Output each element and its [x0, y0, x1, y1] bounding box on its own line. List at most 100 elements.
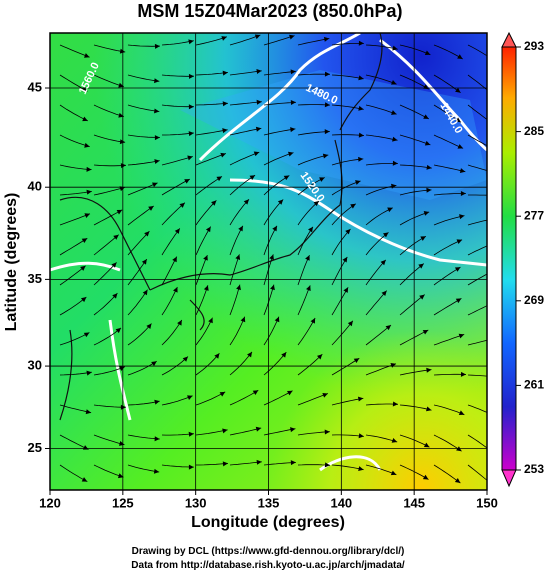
streamline — [127, 205, 154, 226]
stream-arrow — [120, 163, 126, 169]
stream-arrow — [290, 100, 296, 106]
streamline — [195, 429, 228, 436]
stream-arrow — [426, 367, 432, 373]
streamline — [229, 284, 241, 316]
stream-arrow — [270, 284, 275, 291]
stream-arrow — [188, 131, 194, 137]
stream-arrow — [188, 73, 194, 79]
stream-arrow — [488, 90, 495, 97]
streamline — [59, 74, 88, 92]
streamline — [263, 316, 280, 346]
streamline — [365, 232, 389, 256]
stream-arrow — [173, 287, 178, 293]
streamline — [263, 462, 296, 466]
streamline — [195, 129, 228, 136]
stream-arrow — [253, 151, 260, 157]
streamline — [331, 158, 364, 166]
stream-arrow — [455, 117, 461, 123]
stream-arrow — [269, 254, 274, 260]
stream-arrow — [211, 200, 217, 206]
streamline — [195, 102, 228, 106]
x-tick-label: 130 — [185, 495, 207, 510]
stream-arrow — [208, 317, 213, 324]
stream-arrow — [118, 112, 124, 118]
stream-arrow — [391, 438, 398, 443]
stream-arrow — [358, 40, 364, 46]
streamline — [161, 464, 194, 468]
streamline — [467, 44, 487, 57]
stream-arrow — [85, 409, 92, 415]
streamline — [399, 434, 430, 448]
streamline — [399, 164, 432, 169]
stream-arrow — [221, 36, 227, 41]
stream-arrow — [112, 293, 118, 299]
streamline — [433, 193, 466, 196]
streamline — [433, 134, 464, 149]
streamline — [127, 44, 161, 47]
stream-arrow — [392, 160, 398, 166]
streamline — [297, 317, 316, 346]
streamline — [59, 404, 92, 414]
stream-arrow — [392, 136, 398, 142]
colorbar-extend-top — [501, 31, 517, 48]
streamline — [93, 262, 117, 286]
stream-arrow — [281, 352, 287, 358]
streamline — [195, 353, 220, 376]
streamline — [433, 164, 466, 173]
streamline — [93, 164, 127, 167]
streamline — [399, 74, 429, 90]
streamline — [297, 104, 331, 106]
streamline — [263, 284, 275, 316]
stream-arrow — [426, 406, 432, 412]
plot-frame — [49, 32, 488, 491]
stream-arrow — [358, 156, 364, 162]
stream-arrow — [249, 175, 256, 180]
stream-arrow — [390, 362, 396, 368]
y-tick-label: 40 — [28, 179, 42, 194]
streamline — [93, 292, 118, 316]
stream-arrow — [220, 152, 226, 158]
stream-arrow — [350, 203, 356, 209]
stream-arrow — [390, 470, 397, 476]
stream-arrow — [154, 135, 160, 141]
streamline — [229, 461, 262, 466]
stream-arrow — [142, 289, 148, 296]
streamline — [229, 427, 262, 436]
stream-arrow — [459, 168, 466, 174]
stream-arrow — [347, 320, 353, 327]
stream-arrow — [254, 34, 261, 40]
stream-arrow — [457, 54, 463, 59]
streamline — [297, 38, 330, 46]
credit: Data from http://database.rish.kyoto-u.a… — [131, 560, 405, 571]
streamline — [229, 389, 259, 406]
streamline — [467, 164, 487, 171]
streamline — [297, 393, 329, 406]
streamline — [127, 434, 160, 440]
streamline — [195, 226, 212, 256]
colorbar-ticks: 253 261 269 277 285 293 — [516, 39, 544, 476]
stream-arrow — [459, 214, 465, 220]
stream-arrow — [391, 79, 397, 85]
streamline — [93, 366, 125, 376]
stream-arrow — [179, 202, 185, 208]
streamline — [229, 151, 260, 166]
grid: 120 125 130 135 140 145 150 25 30 35 40 45 — [28, 33, 498, 510]
streamline — [365, 74, 397, 85]
stream-arrow — [424, 140, 431, 146]
stream-arrow — [460, 190, 466, 196]
y-tick-label: 30 — [28, 358, 42, 373]
stream-arrow — [203, 255, 208, 261]
streamline — [59, 164, 92, 170]
stream-arrow — [342, 256, 348, 263]
stream-arrow — [222, 70, 228, 76]
streamline — [399, 134, 431, 146]
stream-arrow — [86, 370, 92, 376]
streamline — [195, 176, 223, 196]
streamline — [365, 134, 398, 141]
streamline — [331, 228, 351, 256]
stream-arrow — [492, 413, 499, 420]
stream-arrow — [154, 43, 160, 49]
streamline — [93, 234, 119, 256]
streamline — [433, 74, 461, 94]
stream-arrow — [240, 316, 246, 323]
